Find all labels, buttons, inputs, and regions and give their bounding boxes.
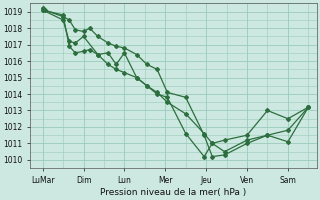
X-axis label: Pression niveau de la mer( hPa ): Pression niveau de la mer( hPa ) [100, 188, 247, 197]
